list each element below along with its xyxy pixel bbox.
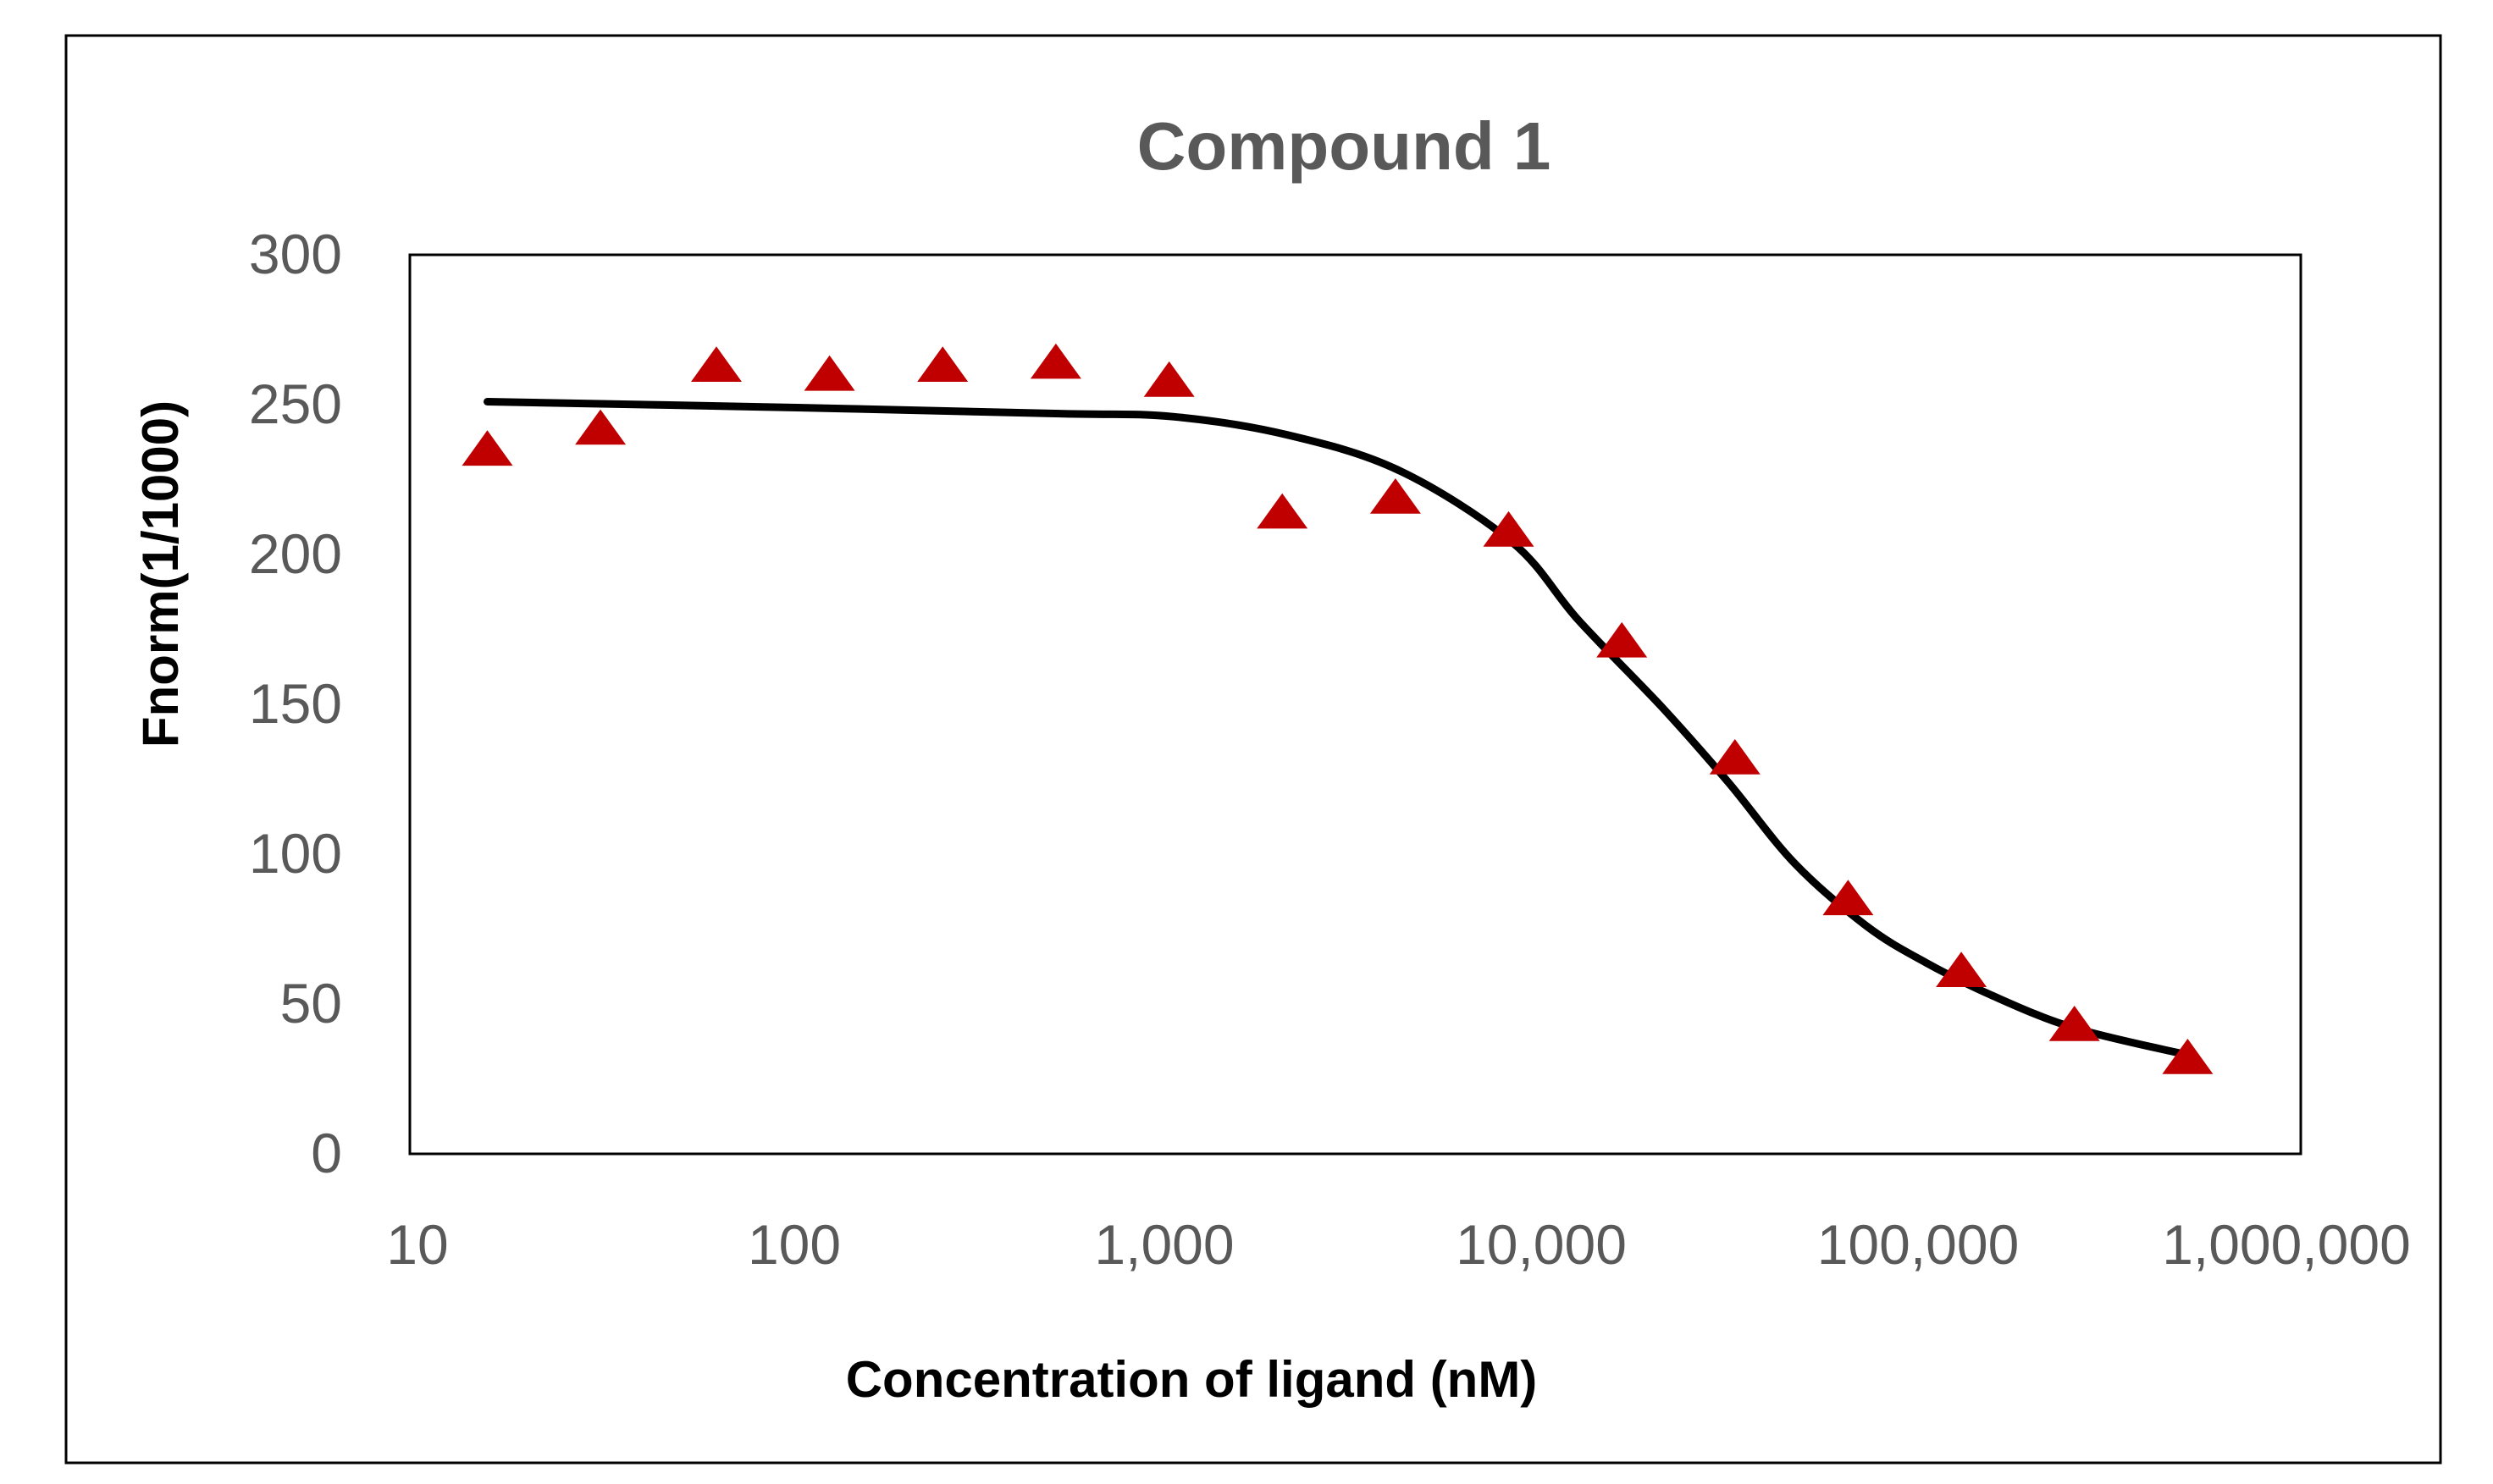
data-point-triangle xyxy=(2048,1006,2100,1041)
data-point-triangle xyxy=(1822,880,1874,916)
data-point-triangle xyxy=(1709,739,1761,775)
data-point-triangle xyxy=(1143,361,1195,397)
x-tick-label: 100,000 xyxy=(1817,1213,2020,1276)
data-point-triangle xyxy=(1936,952,1987,987)
x-tick-label: 10,000 xyxy=(1456,1213,1627,1276)
x-tick-label: 10 xyxy=(386,1213,448,1276)
y-axis: 0 50 100 150 200 250 300 xyxy=(249,223,342,1184)
fit-curve xyxy=(484,398,2192,1059)
y-tick-label: 150 xyxy=(249,672,342,735)
y-tick-label: 100 xyxy=(249,822,342,885)
data-point-triangle xyxy=(1596,621,1648,658)
chart-title: Compound 1 xyxy=(1137,108,1551,184)
data-point-triangle xyxy=(691,346,742,382)
x-tick-label: 1,000 xyxy=(1094,1213,1234,1276)
y-tick-label: 0 xyxy=(311,1122,342,1184)
data-point-triangle xyxy=(917,346,969,382)
plot-area xyxy=(408,253,2302,1156)
data-point-triangle xyxy=(1369,478,1421,514)
data-point-triangle xyxy=(462,430,513,466)
data-point-triangle xyxy=(2162,1039,2214,1074)
x-axis: 10 100 1,000 10,000 100,000 1,000,000 xyxy=(386,1213,2411,1276)
y-tick-label: 200 xyxy=(249,522,342,585)
x-tick-label: 100 xyxy=(748,1213,841,1276)
data-point-triangle xyxy=(1257,493,1308,529)
data-point-triangle xyxy=(1030,343,1081,379)
x-axis-label: Concentration of ligand (nM) xyxy=(846,1351,1538,1408)
y-tick-label: 250 xyxy=(249,372,342,435)
y-axis-label: Fnorm(1/1000) xyxy=(132,400,189,748)
y-tick-label: 50 xyxy=(280,972,342,1034)
data-point-triangle xyxy=(804,355,855,391)
data-points xyxy=(462,343,2214,1074)
data-point-triangle xyxy=(575,409,627,445)
y-tick-label: 300 xyxy=(249,223,342,285)
x-tick-label: 1,000,000 xyxy=(2162,1213,2411,1276)
data-point-triangle xyxy=(1483,510,1534,547)
